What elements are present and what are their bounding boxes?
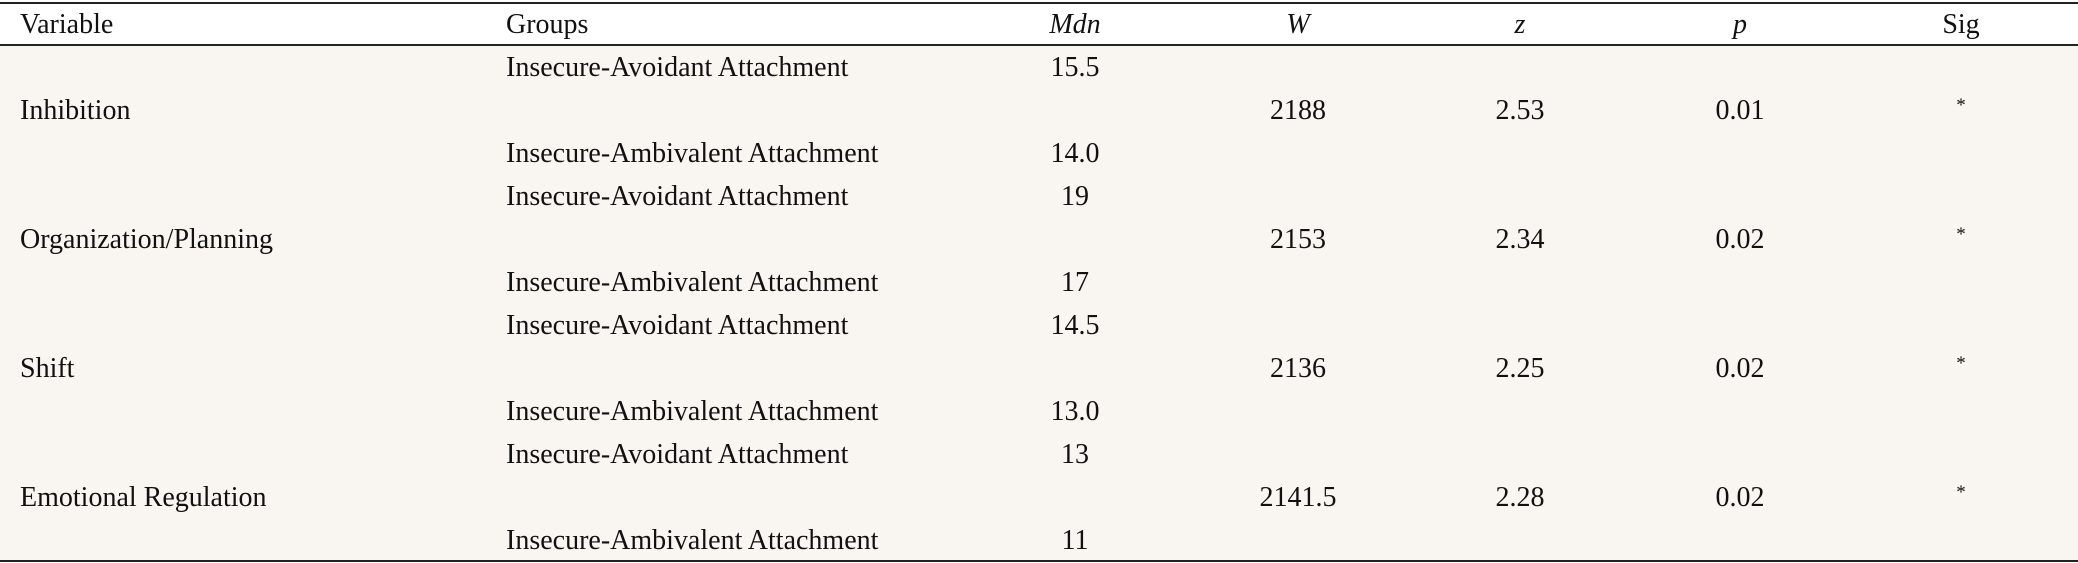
z-score: 2.53 [1495, 95, 1545, 126]
median-value: 14.5 [1050, 310, 1100, 341]
column-header: W [1286, 9, 1310, 40]
significance-marker: * [1956, 95, 1966, 116]
significance-marker: * [1956, 353, 1966, 374]
significance-marker: * [1956, 482, 1966, 503]
group-name: Insecure-Ambivalent Attachment [506, 138, 879, 169]
w-statistic: 2136 [1270, 353, 1326, 384]
w-statistic: 2141.5 [1259, 482, 1337, 513]
group-name: Insecure-Avoidant Attachment [506, 310, 849, 341]
median-value: 13.0 [1050, 396, 1100, 427]
p-value: 0.02 [1715, 224, 1765, 255]
column-header: Groups [506, 9, 589, 40]
group-name: Insecure-Avoidant Attachment [506, 439, 849, 470]
significance-marker: * [1956, 224, 1966, 245]
variable-name: Organization/Planning [20, 224, 273, 255]
median-value: 19 [1061, 181, 1089, 212]
median-value: 15.5 [1050, 52, 1100, 83]
z-score: 2.34 [1495, 224, 1545, 255]
group-name: Insecure-Avoidant Attachment [506, 52, 849, 83]
z-score: 2.25 [1495, 353, 1545, 384]
column-header: z [1514, 9, 1526, 40]
group-name: Insecure-Avoidant Attachment [506, 181, 849, 212]
column-header: Sig [1942, 9, 1980, 40]
column-header: Mdn [1049, 9, 1101, 40]
header-rule [0, 44, 2078, 46]
median-value: 14.0 [1050, 138, 1100, 169]
bottom-rule [0, 560, 2078, 562]
p-value: 0.01 [1715, 95, 1765, 126]
z-score: 2.28 [1495, 482, 1545, 513]
group-name: Insecure-Ambivalent Attachment [506, 267, 879, 298]
top-rule [0, 2, 2078, 4]
p-value: 0.02 [1715, 482, 1765, 513]
median-value: 11 [1061, 525, 1089, 556]
table-body-background [0, 46, 2078, 561]
group-name: Insecure-Ambivalent Attachment [506, 525, 879, 556]
variable-name: Shift [20, 353, 75, 384]
variable-name: Emotional Regulation [20, 482, 267, 513]
variable-name: Inhibition [20, 95, 131, 126]
w-statistic: 2153 [1270, 224, 1326, 255]
w-statistic: 2188 [1270, 95, 1326, 126]
p-value: 0.02 [1715, 353, 1765, 384]
column-header: Variable [20, 9, 114, 40]
column-header: p [1733, 9, 1747, 40]
median-value: 17 [1061, 267, 1089, 298]
group-name: Insecure-Ambivalent Attachment [506, 396, 879, 427]
median-value: 13 [1061, 439, 1089, 470]
